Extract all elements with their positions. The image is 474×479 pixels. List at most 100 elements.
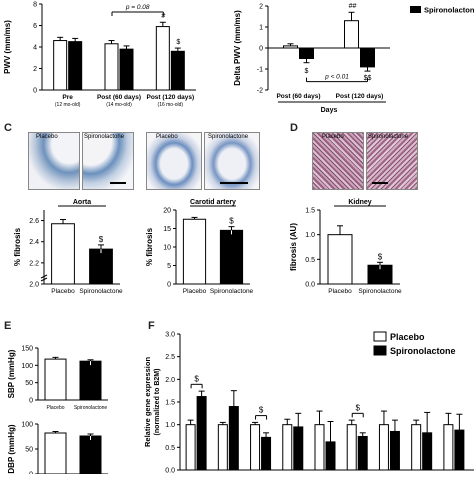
bar (250, 424, 261, 471)
panel-e-label: E (4, 320, 12, 332)
x-tick-label: Spironolactone (358, 288, 402, 295)
x-tick-label: Post (120 days) (336, 93, 384, 100)
y-tick-label: 100 (21, 363, 33, 370)
bar (219, 229, 244, 285)
bar (344, 20, 359, 49)
y-tick-label: 2.2 (29, 260, 39, 267)
bar (299, 47, 314, 59)
y-tick-label: 50 (25, 380, 33, 387)
panel-c-charts: 2.0 2.2 2.4 2.6% fibrosis Aorta Placebo Spiron… (0, 196, 270, 308)
x-tick-label: Spironolactone (74, 405, 108, 411)
y-axis-label: DBP (mmHg) (7, 424, 16, 474)
chart-title: Aorta (73, 199, 91, 206)
significance-mark: $ (194, 374, 199, 383)
y-tick-label: -1 (257, 67, 263, 74)
bar (170, 50, 185, 91)
bar (283, 45, 298, 49)
hist-label-c2: Spironolactone (84, 134, 125, 140)
y-tick-label: 2.4 (29, 239, 39, 246)
x-tick-sublabel: (12 mo-old) (55, 102, 81, 108)
bar (79, 360, 102, 401)
panel-d-label: D (290, 122, 298, 134)
bar (325, 441, 336, 471)
y-axis-label: % fibrosis (145, 227, 154, 266)
bar (51, 223, 75, 285)
bar (155, 26, 170, 91)
y-tick-label: 0.0 (305, 282, 315, 289)
y-tick-label: 15 (163, 226, 171, 233)
aorta-placebo-histology (28, 132, 80, 190)
kidney-spironolactone-histology (366, 132, 418, 190)
bar (196, 396, 207, 471)
y-axis-label: Delta PWV (mm/ms) (233, 10, 242, 86)
y-tick-label: 8 (33, 2, 37, 9)
x-tick-label: Placebo (46, 405, 64, 411)
bar (44, 432, 67, 475)
bar (346, 424, 357, 471)
panel-a-chart: 0 2 4 6 8 PWV (mm/ms) Pre(12 mo-old) Post (60 d… (3, 2, 196, 108)
y-axis-label: Relative gene expression (143, 357, 152, 447)
x-tick-sublabel: (16 mo-old) (158, 102, 184, 108)
y-tick-label: 0 (259, 46, 263, 53)
y-tick-label: 2 (33, 66, 37, 73)
bar (443, 424, 454, 471)
y-tick-label: 3.0 (165, 332, 175, 339)
panel-c-label: C (4, 122, 12, 134)
bar (422, 432, 433, 471)
scale-bar (372, 182, 388, 184)
y-tick-label: 100 (21, 422, 33, 429)
legend-swatch (373, 345, 387, 356)
y-tick-label: 1.0 (305, 232, 315, 239)
hist-label-c4: Spironolactone (208, 134, 249, 140)
bar (411, 424, 422, 471)
y-tick-label: 0 (167, 282, 171, 289)
significance-mark: $ (259, 406, 264, 415)
bar (119, 48, 134, 91)
significance-mark: $ (176, 39, 180, 46)
y-tick-label: 10 (163, 245, 171, 252)
panel-f-chart: 0.0 0.5 1.0 1.5 2.0 2.5 3.0 Relative gene expre… (143, 331, 474, 475)
y-tick-label: 4 (33, 45, 37, 52)
y-tick-label: 0.5 (305, 257, 315, 264)
hist-label-c3: Placebo (156, 134, 178, 140)
y-tick-label: 2.5 (165, 354, 175, 361)
chart-title: Kidney (348, 199, 371, 206)
bar (327, 234, 353, 285)
p-value-label: p < 0.01 (324, 74, 349, 81)
significance-mark: $ (305, 68, 309, 75)
y-tick-label: 50 (25, 447, 33, 454)
legend-label: Placebo (390, 332, 425, 342)
y-tick-label: 1.0 (165, 422, 175, 429)
y-axis-label: SBP (mmHg) (7, 349, 16, 398)
hist-label-d1: Placebo (322, 134, 344, 140)
bar (185, 424, 196, 471)
x-tick-sublabel: (14 mo-old) (106, 102, 132, 108)
scale-bar (220, 182, 248, 184)
kidney-placebo-histology (312, 132, 364, 190)
y-tick-label: 0 (33, 88, 37, 95)
y-tick-label: 2.0 (165, 377, 175, 384)
legend-label: Spironolactone (424, 6, 474, 15)
panel-b: 2 1 0 -1 -2 Delta PWV (mm/ms) Post (60 days) Po… (230, 0, 474, 118)
bar (53, 40, 68, 91)
bar (282, 424, 293, 471)
y-tick-label: -2 (257, 88, 263, 95)
y-axis-label: (normalized to B2M) (154, 369, 161, 436)
legend-label: Spironolactone (390, 346, 456, 356)
panel-d-chart: 0.0 0.5 1.0 1.5 fibrosis (AU) Kidney Placebo Sp… (289, 199, 402, 295)
significance-mark: ## (349, 3, 357, 10)
x-tick-label: Post (60 days) (97, 94, 141, 101)
y-axis-label: % fibrosis (13, 227, 22, 266)
y-tick-label: 0.5 (165, 445, 175, 452)
x-tick-label: Pre (62, 94, 73, 101)
x-tick-label: Post (120 days) (146, 94, 194, 101)
bar (217, 424, 228, 471)
bar (389, 430, 400, 471)
y-tick-label: 0.0 (165, 468, 175, 475)
x-tick-label: Placebo (183, 288, 207, 295)
y-tick-label: 1.5 (165, 400, 175, 407)
significance-mark: $ (229, 217, 234, 226)
bar (357, 435, 368, 471)
y-tick-label: 5 (167, 263, 171, 270)
